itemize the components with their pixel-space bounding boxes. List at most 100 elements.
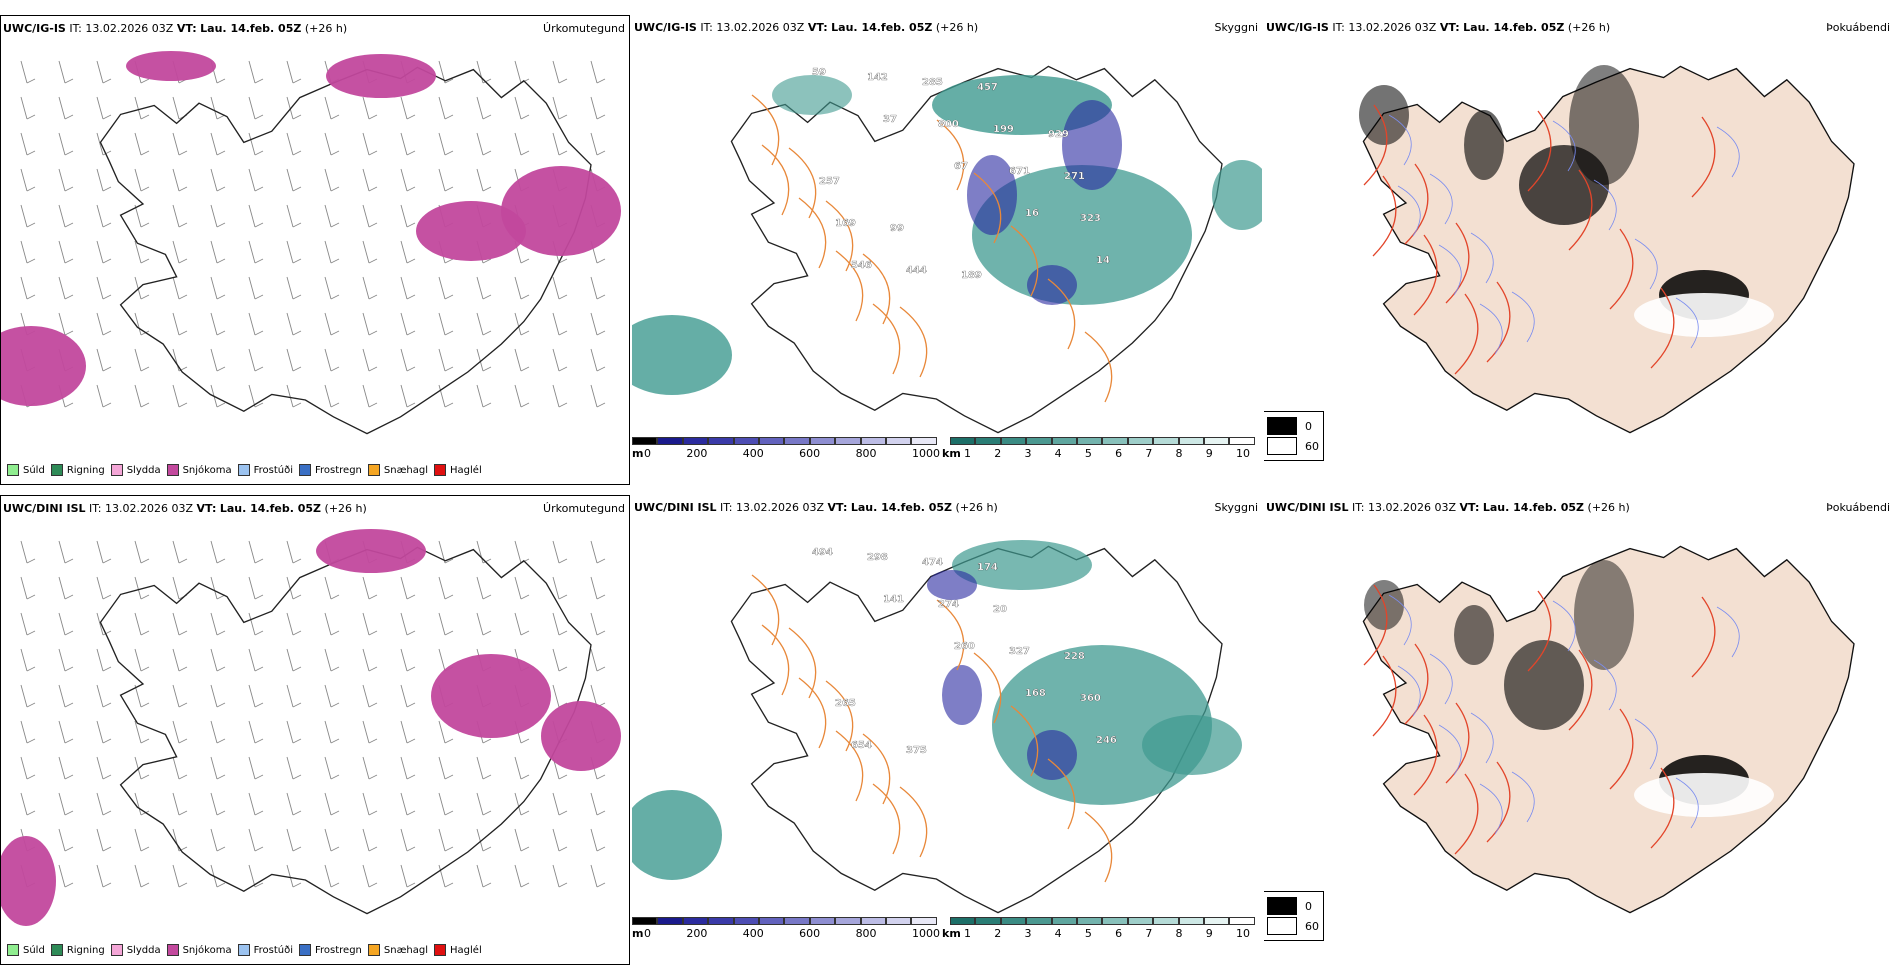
river-line	[1479, 783, 1503, 835]
river-line	[1397, 665, 1421, 717]
wind-barb-flag	[216, 666, 226, 672]
precip-legend-row2: Súld Rigning Slydda Snjókoma Frostúði Frostre…	[7, 944, 482, 956]
low-ceiling-area	[927, 570, 977, 600]
ceiling-value-label: 169	[835, 218, 856, 229]
road-line	[1650, 287, 1675, 369]
fog-legend-swatch	[1267, 897, 1297, 915]
colorbar-segment	[1127, 917, 1154, 925]
wind-barb	[20, 168, 28, 192]
wind-barb-flag	[482, 114, 492, 120]
legend-label: Súld	[23, 464, 45, 476]
river-line	[1470, 232, 1494, 284]
wind-barb	[552, 540, 560, 564]
wind-barb	[476, 96, 484, 120]
ceiling-colorbar-row1	[632, 437, 937, 445]
colorbar-tick: 600	[799, 927, 821, 940]
ceiling-ticks-row2: 0 200 400 600 800 1000	[644, 927, 940, 940]
wind-barb-flag	[520, 810, 530, 816]
ceiling-value-label: 546	[851, 260, 872, 271]
wind-barb	[96, 312, 104, 336]
legend-label: Súld	[23, 944, 45, 956]
colorbar-tick: 0	[644, 927, 651, 940]
wind-barb	[248, 96, 256, 120]
wind-barb	[248, 612, 256, 636]
wind-barb-flag	[102, 330, 112, 336]
legend-item: Snæhagl	[367, 944, 428, 956]
colorbar-segment	[1026, 437, 1052, 445]
wind-barb-flag	[444, 630, 454, 636]
wind-barb-flag	[558, 630, 568, 636]
road-line	[1609, 708, 1634, 790]
wind-barb-flag	[26, 78, 36, 84]
colorbar-segment	[759, 437, 785, 445]
wind-barb	[286, 612, 294, 636]
river-line	[1593, 659, 1617, 711]
wind-barb-flag	[140, 882, 150, 888]
low-ceiling-area	[1027, 265, 1077, 305]
colorbar-tick: 600	[799, 447, 821, 460]
wind-barb-flag	[292, 402, 302, 408]
snow-area	[501, 166, 621, 256]
wind-barb-flag	[140, 702, 150, 708]
visibility-unit-row1: km	[942, 447, 961, 460]
wind-barb-flag	[216, 402, 226, 408]
wind-barb-flag	[216, 738, 226, 744]
wind-barb-flag	[368, 222, 378, 228]
wind-barb-flag	[64, 294, 74, 300]
wind-barb	[400, 132, 408, 156]
wind-barb-flag	[64, 78, 74, 84]
wind-barb	[514, 384, 522, 408]
wind-barb	[134, 276, 142, 300]
wind-barb-flag	[216, 810, 226, 816]
wind-barb	[248, 60, 256, 84]
wind-barb-flag	[520, 882, 530, 888]
wind-barb-flag	[482, 402, 492, 408]
wind-barb-flag	[406, 702, 416, 708]
wind-barb	[324, 612, 332, 636]
wind-barb-flag	[178, 774, 188, 780]
legend-swatch	[299, 944, 311, 956]
colorbar-segment	[1000, 917, 1027, 925]
wind-barb-flag	[368, 114, 378, 120]
wind-barb	[324, 276, 332, 300]
wind-barb	[362, 204, 370, 228]
panel-title-row1-fog: UWC/IG-IS IT: 13.02.2026 03Z VT: Lau. 14…	[1266, 21, 1611, 34]
wind-barb-flag	[140, 294, 150, 300]
road-line	[761, 144, 790, 216]
wind-barb	[172, 132, 180, 156]
fog-index-area	[1359, 85, 1409, 145]
river-line	[1675, 297, 1699, 349]
wind-barb-flag	[482, 150, 492, 156]
wind-barb	[286, 312, 294, 336]
wind-barb-flag	[330, 594, 340, 600]
wind-barb	[514, 864, 522, 888]
road-line	[1568, 169, 1593, 251]
wind-barb-flag	[444, 402, 454, 408]
wind-barb	[96, 720, 104, 744]
wind-barb	[248, 204, 256, 228]
wind-barb	[438, 756, 446, 780]
wind-barb	[20, 720, 28, 744]
wind-barb	[438, 96, 446, 120]
wind-barb	[58, 60, 66, 84]
wind-barb-flag	[292, 594, 302, 600]
wind-barb	[20, 276, 28, 300]
road-line	[1404, 643, 1429, 725]
wind-barb	[210, 612, 218, 636]
wind-barb-flag	[368, 330, 378, 336]
wind-barb	[58, 684, 66, 708]
wind-barb-flag	[330, 150, 340, 156]
legend-swatch	[166, 464, 179, 476]
wind-barb-flag	[520, 774, 530, 780]
wind-barb-flag	[64, 258, 74, 264]
wind-barb-flag	[102, 810, 112, 816]
wind-barb-flag	[26, 774, 36, 780]
precip-map-row2	[1, 529, 621, 926]
wind-barb-flag	[444, 846, 454, 852]
ceiling-value-label: 800	[938, 119, 959, 130]
wind-barb-flag	[406, 402, 416, 408]
wind-barb-flag	[330, 222, 340, 228]
colorbar-tick: 0	[644, 447, 651, 460]
wind-barb	[134, 864, 142, 888]
wind-barb	[400, 756, 408, 780]
